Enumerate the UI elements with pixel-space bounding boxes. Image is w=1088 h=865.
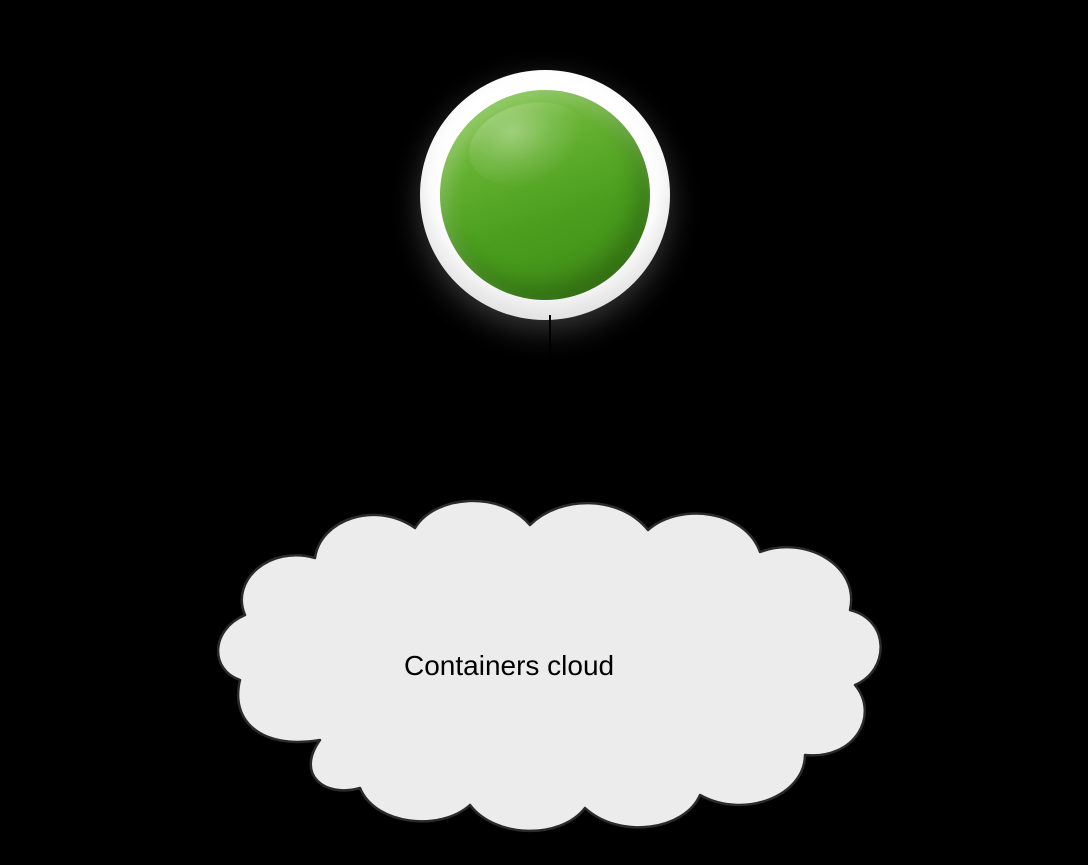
architecture-diagram: Selenoid API Containers cloud — [0, 0, 1088, 865]
containers-cloud-label: Containers cloud — [404, 650, 614, 682]
api-label: API — [520, 380, 565, 412]
selenoid-label: Selenoid — [470, 36, 620, 68]
selenoid-circle-inner — [440, 90, 650, 300]
